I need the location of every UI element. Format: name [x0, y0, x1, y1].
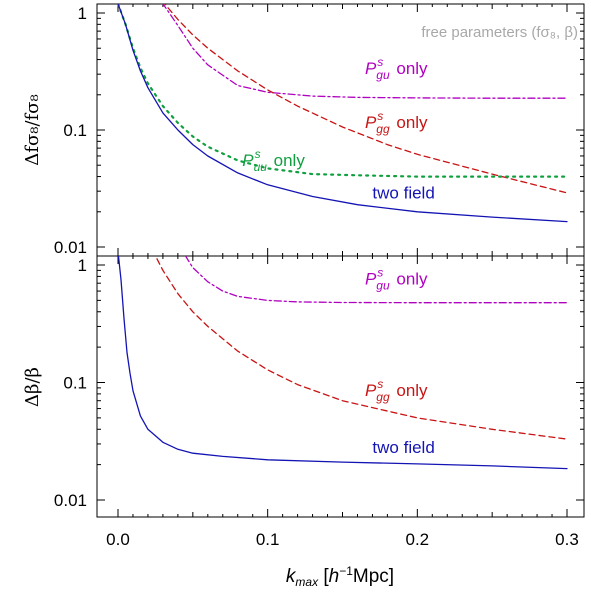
annotation-p-gg-only: Ps gg only [365, 109, 428, 136]
series-line-p-s-uu-only [116, 4, 569, 178]
x-tick-label: 0.1 [256, 530, 280, 549]
annotation-two-field: two field [372, 183, 434, 202]
y-tick-label: 1 [78, 256, 87, 275]
y-tick-label: 0.01 [54, 491, 87, 510]
annotation-p-gg-only: Ps gg only [365, 377, 428, 404]
free-parameters-note: free parameters (fσ₈, β) [421, 24, 578, 41]
bottom-panel-frame [96, 255, 585, 518]
series-line-p-s-gu-only [162, 4, 568, 99]
series-line-p-s-gg-only [154, 256, 568, 440]
annotation-p-gu-only: Ps gu only [365, 55, 428, 82]
bottom-panel: 1 0.1 0.01 Ps gu only Ps gg only two field Δβ/… [22, 255, 585, 518]
series-line-p-s-gg-only [163, 4, 568, 194]
bottom-y-axis-title: Δβ/β [22, 367, 43, 407]
x-tick-label: 0.0 [106, 530, 130, 549]
x-tick-label: 0.2 [406, 530, 430, 549]
x-axis: 0.0 0.1 0.2 0.3 [106, 530, 579, 549]
series-line-two-field [117, 256, 568, 470]
y-tick-label: 0.1 [63, 121, 87, 140]
x-tick-label: 0.3 [555, 530, 579, 549]
annotation-p-uu-only: Ps uu only [242, 147, 305, 174]
top-panel: 1 0.1 0.01 Ps gu only Ps gg only Ps uu only two … [22, 3, 585, 257]
x-axis-title: kmax [h−1Mpc] [286, 564, 394, 589]
series-line-two-field [117, 4, 568, 223]
annotation-p-gu-only: Ps gu only [365, 266, 428, 293]
top-y-axis-title: Δfσ₈/fσ₈ [22, 94, 43, 165]
y-tick-label: 0.01 [54, 238, 87, 257]
y-tick-label: 0.1 [63, 374, 87, 393]
annotation-two-field: two field [372, 438, 434, 457]
y-tick-label: 1 [78, 4, 87, 23]
series-line-p-s-gu-only [184, 256, 568, 304]
